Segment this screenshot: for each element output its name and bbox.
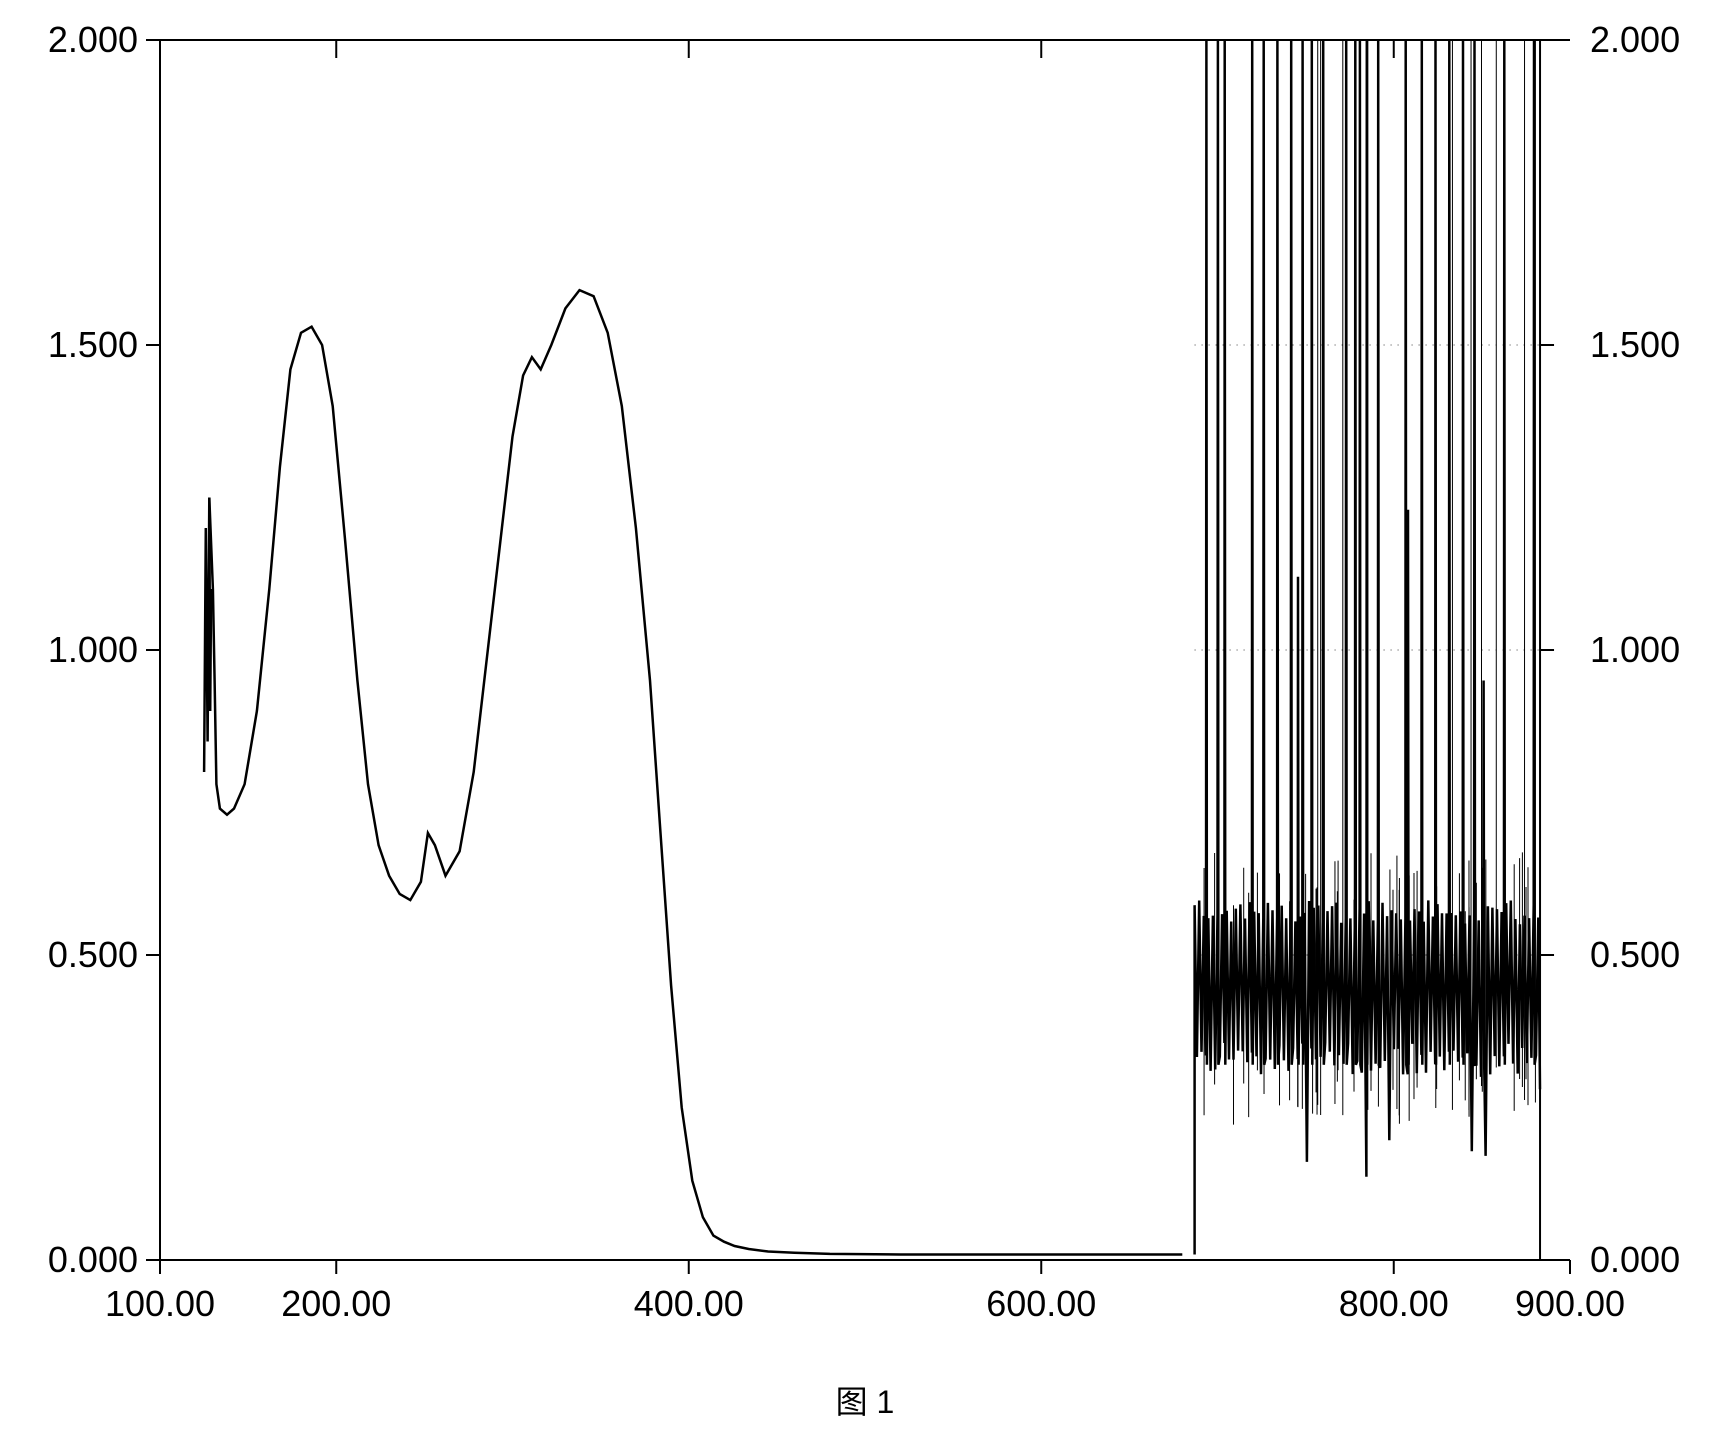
- svg-text:0.500: 0.500: [48, 934, 138, 975]
- svg-text:1.000: 1.000: [48, 629, 138, 670]
- svg-text:2.000: 2.000: [48, 19, 138, 60]
- svg-text:0.500: 0.500: [1590, 934, 1680, 975]
- svg-text:0.000: 0.000: [1590, 1239, 1680, 1280]
- svg-text:100.00: 100.00: [105, 1283, 215, 1324]
- svg-text:1.000: 1.000: [1590, 629, 1680, 670]
- svg-text:400.00: 400.00: [634, 1283, 744, 1324]
- svg-text:0.000: 0.000: [48, 1239, 138, 1280]
- svg-text:1.500: 1.500: [1590, 324, 1680, 365]
- spectrum-chart: 100.00200.00400.00600.00800.00900.000.00…: [10, 10, 1720, 1390]
- svg-text:1.500: 1.500: [48, 324, 138, 365]
- svg-text:2.000: 2.000: [1590, 19, 1680, 60]
- figure-caption: 图 1: [836, 1377, 895, 1423]
- chart-svg: 100.00200.00400.00600.00800.00900.000.00…: [10, 10, 1720, 1340]
- svg-text:800.00: 800.00: [1339, 1283, 1449, 1324]
- svg-text:200.00: 200.00: [281, 1283, 391, 1324]
- svg-text:600.00: 600.00: [986, 1283, 1096, 1324]
- svg-text:900.00: 900.00: [1515, 1283, 1625, 1324]
